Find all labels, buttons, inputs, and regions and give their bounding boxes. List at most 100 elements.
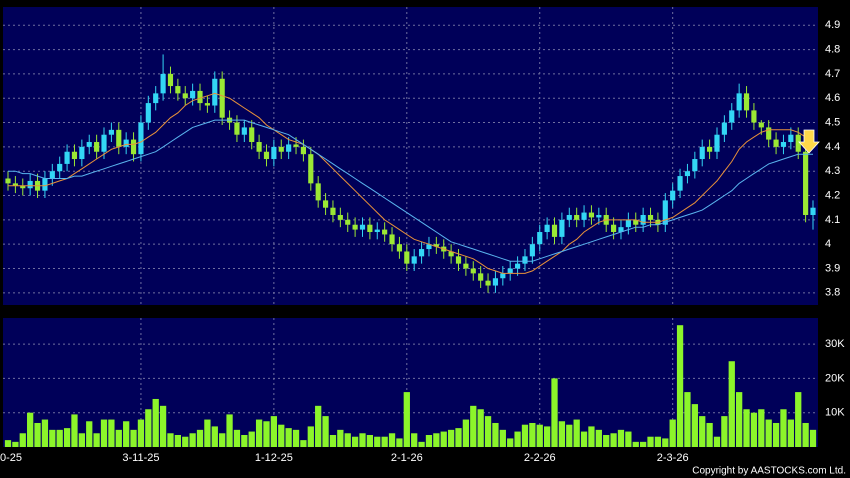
candle-body: [271, 146, 277, 160]
volume-bar: [684, 392, 691, 447]
candle-body: [404, 251, 410, 264]
volume-bar: [809, 429, 817, 447]
volume-bar: [137, 419, 145, 447]
y-tick-label: 4.8: [825, 43, 840, 55]
candle-body: [64, 151, 70, 164]
volume-bar: [802, 422, 809, 447]
volume-bar: [529, 422, 536, 447]
candle-body: [596, 214, 602, 218]
candle-body: [182, 93, 188, 99]
volume-bar: [285, 428, 292, 447]
volume-bar: [292, 429, 300, 447]
candle-body: [234, 122, 240, 135]
y-tick-label: 4: [825, 238, 831, 250]
volume-bar: [167, 433, 174, 447]
volume-bar: [300, 440, 307, 447]
volume-bar: [270, 416, 278, 447]
candle-body: [500, 273, 506, 279]
volume-bar: [174, 434, 182, 447]
volume-bar: [603, 434, 610, 447]
volume-bar: [351, 436, 359, 447]
y-tick-label: 4.1: [825, 214, 840, 226]
volume-bar: [647, 436, 654, 447]
volume-bar: [366, 434, 374, 447]
candle-body: [729, 110, 735, 123]
volume-bar: [315, 405, 322, 447]
volume-bar: [780, 409, 787, 447]
candle-body: [337, 214, 343, 220]
y-tick-label: 4.9: [825, 19, 840, 31]
volume-bar: [462, 419, 470, 447]
x-tick-label: 2-2-26: [524, 452, 556, 464]
volume-bar: [322, 416, 329, 447]
volume-bar: [580, 431, 588, 447]
volume-bar: [241, 434, 248, 447]
volume-tick-label: 30K: [825, 338, 845, 350]
volume-bar: [182, 436, 189, 447]
candle-body: [803, 151, 809, 215]
candle-body: [707, 146, 713, 152]
candle-body: [780, 142, 787, 147]
candle-body: [241, 127, 247, 135]
candle-body: [551, 224, 558, 237]
volume-bar: [750, 412, 758, 447]
volume-bar: [108, 419, 115, 447]
volume-bar: [123, 421, 130, 447]
candle-body: [684, 171, 691, 177]
volume-bar: [713, 436, 721, 447]
volume-bar: [41, 419, 49, 447]
volume-bar: [4, 440, 12, 447]
volume-bar: [595, 429, 602, 447]
x-tick-label: 0-25: [0, 452, 22, 464]
candle-body: [633, 219, 639, 225]
y-tick-label: 4.2: [825, 189, 840, 201]
candle-body: [618, 227, 624, 233]
candle-body: [574, 214, 580, 220]
signal-arrow: [798, 129, 820, 154]
candle-body: [57, 163, 63, 172]
volume-bar: [699, 416, 706, 447]
candle-body: [662, 200, 668, 225]
volume-bar: [388, 433, 396, 447]
volume-bar: [440, 431, 447, 447]
volume-bar: [278, 424, 285, 447]
candle-body: [20, 185, 26, 189]
candle-body: [108, 129, 114, 135]
volume-bar: [27, 412, 34, 447]
candle-body: [300, 146, 306, 155]
y-tick-label: 3.8: [825, 287, 840, 299]
candle-body: [418, 249, 425, 257]
candle-body: [396, 244, 403, 252]
volume-bar: [617, 429, 625, 447]
volume-bar: [654, 436, 662, 447]
volume-bar: [130, 429, 137, 447]
y-tick-label: 3.9: [825, 262, 840, 274]
candle-body: [559, 219, 565, 237]
volume-bar: [736, 392, 743, 447]
volume-bar: [329, 434, 337, 447]
candle-body: [611, 224, 617, 233]
volume-bar: [470, 405, 477, 447]
volume-bar: [403, 392, 410, 447]
copyright: Copyright by AASTOCKS.com Ltd.: [692, 466, 846, 477]
candle-body: [330, 207, 336, 215]
candle-body: [411, 256, 417, 264]
candle-body: [433, 244, 439, 247]
candle-body: [204, 103, 210, 106]
candle-body: [145, 103, 151, 123]
y-tick-label: 4.3: [825, 165, 840, 177]
candle-body: [492, 278, 499, 286]
candle-body: [5, 178, 11, 184]
volume-bar: [669, 419, 676, 447]
volume-bar: [573, 419, 580, 447]
volume-bar: [159, 405, 167, 447]
candle-body: [647, 214, 654, 220]
volume-bar: [425, 434, 433, 447]
candle-body: [160, 73, 166, 94]
candle-body: [640, 214, 646, 225]
volume-bar: [344, 433, 351, 447]
volume-bar: [632, 441, 639, 447]
candle-body: [219, 78, 225, 118]
volume-bar: [204, 419, 211, 447]
